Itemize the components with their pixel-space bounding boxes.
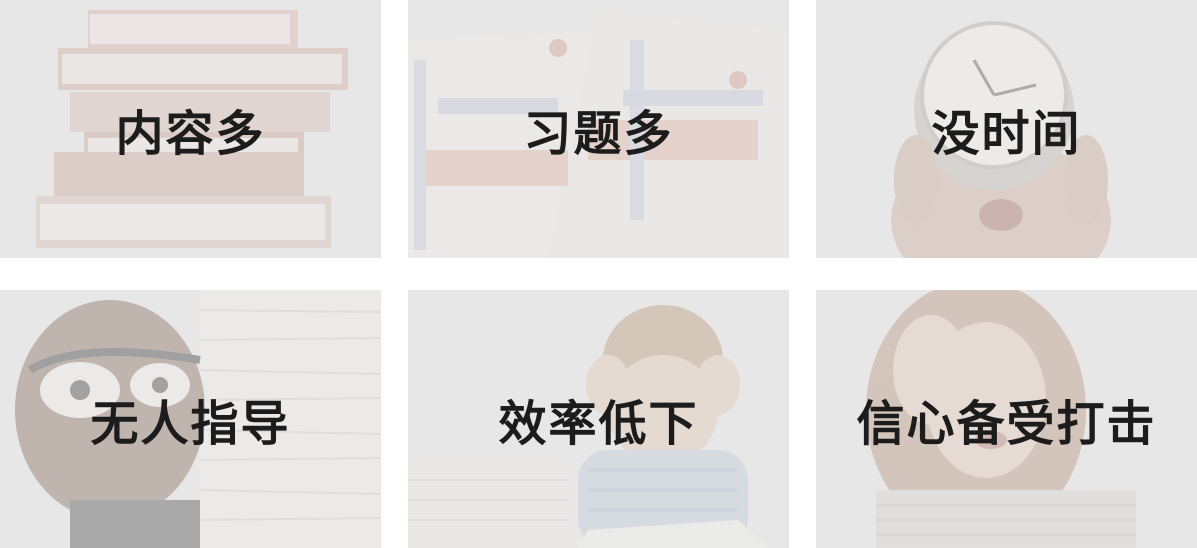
image-overlay [0, 0, 381, 258]
frustrated-woman-image [816, 290, 1197, 548]
boy-studying-image [408, 290, 789, 548]
tile-label: 信心备受打击 [856, 396, 1157, 452]
tile-label: 无人指导 [90, 396, 291, 452]
tile-label: 习题多 [523, 106, 674, 162]
tile-label: 效率低下 [498, 396, 699, 452]
image-overlay [816, 290, 1197, 548]
tile-too-much-content: 内容多 [0, 0, 381, 258]
exam-textbooks-image [408, 0, 789, 258]
image-overlay [408, 290, 789, 548]
image-overlay [816, 0, 1197, 258]
stack-of-books-image [0, 0, 381, 258]
man-behind-paper-stack-image [0, 290, 381, 548]
woman-with-clock-image [816, 0, 1197, 258]
tile-low-efficiency: 效率低下 [408, 290, 789, 548]
tile-label: 没时间 [931, 106, 1082, 162]
tile-no-guidance: 无人指导 [0, 290, 381, 548]
tile-label: 内容多 [115, 106, 266, 162]
tile-no-time: 没时间 [816, 0, 1197, 258]
tile-too-many-exercises: 习题多 [408, 0, 789, 258]
image-overlay [408, 0, 789, 258]
image-overlay [0, 290, 381, 548]
tile-confidence-hit: 信心备受打击 [816, 290, 1197, 548]
